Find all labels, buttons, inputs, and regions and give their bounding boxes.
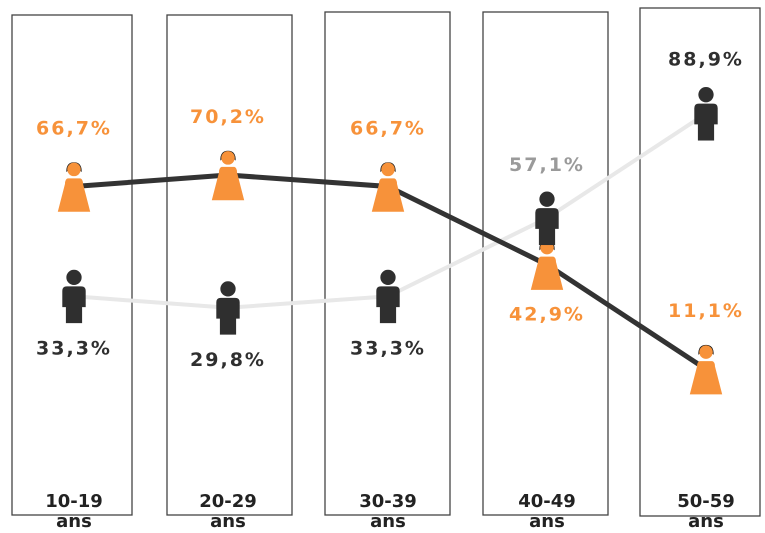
age-panel-10-19: [11, 14, 133, 516]
category-label: 30-39: [359, 491, 417, 512]
male-percent-label: 33,3%: [350, 337, 426, 359]
female-percent-label: 70,2%: [190, 106, 266, 128]
category-label: 10-19: [45, 491, 103, 512]
female-percent-label: 66,7%: [36, 118, 112, 140]
category-unit-label: ans: [56, 511, 92, 532]
category-unit-label: ans: [210, 511, 246, 532]
male-percent-label: 33,3%: [36, 337, 112, 359]
age-panel-20-29: [166, 14, 293, 516]
female-percent-label: 42,9%: [509, 304, 585, 326]
category-label: 50-59: [677, 491, 735, 512]
category-unit-label: ans: [688, 511, 724, 532]
age-panel-30-39: [324, 11, 451, 516]
category-unit-label: ans: [529, 511, 565, 532]
age-panel-50-59: [639, 7, 761, 517]
male-percent-label: 57,1%: [509, 154, 585, 176]
female-percent-label: 66,7%: [350, 118, 426, 140]
female-percent-label: 11,1%: [668, 300, 744, 322]
male-percent-label: 29,8%: [190, 349, 266, 371]
category-unit-label: ans: [370, 511, 406, 532]
category-label: 40-49: [518, 491, 576, 512]
male-percent-label: 88,9%: [668, 49, 744, 71]
category-label: 20-29: [199, 491, 257, 512]
